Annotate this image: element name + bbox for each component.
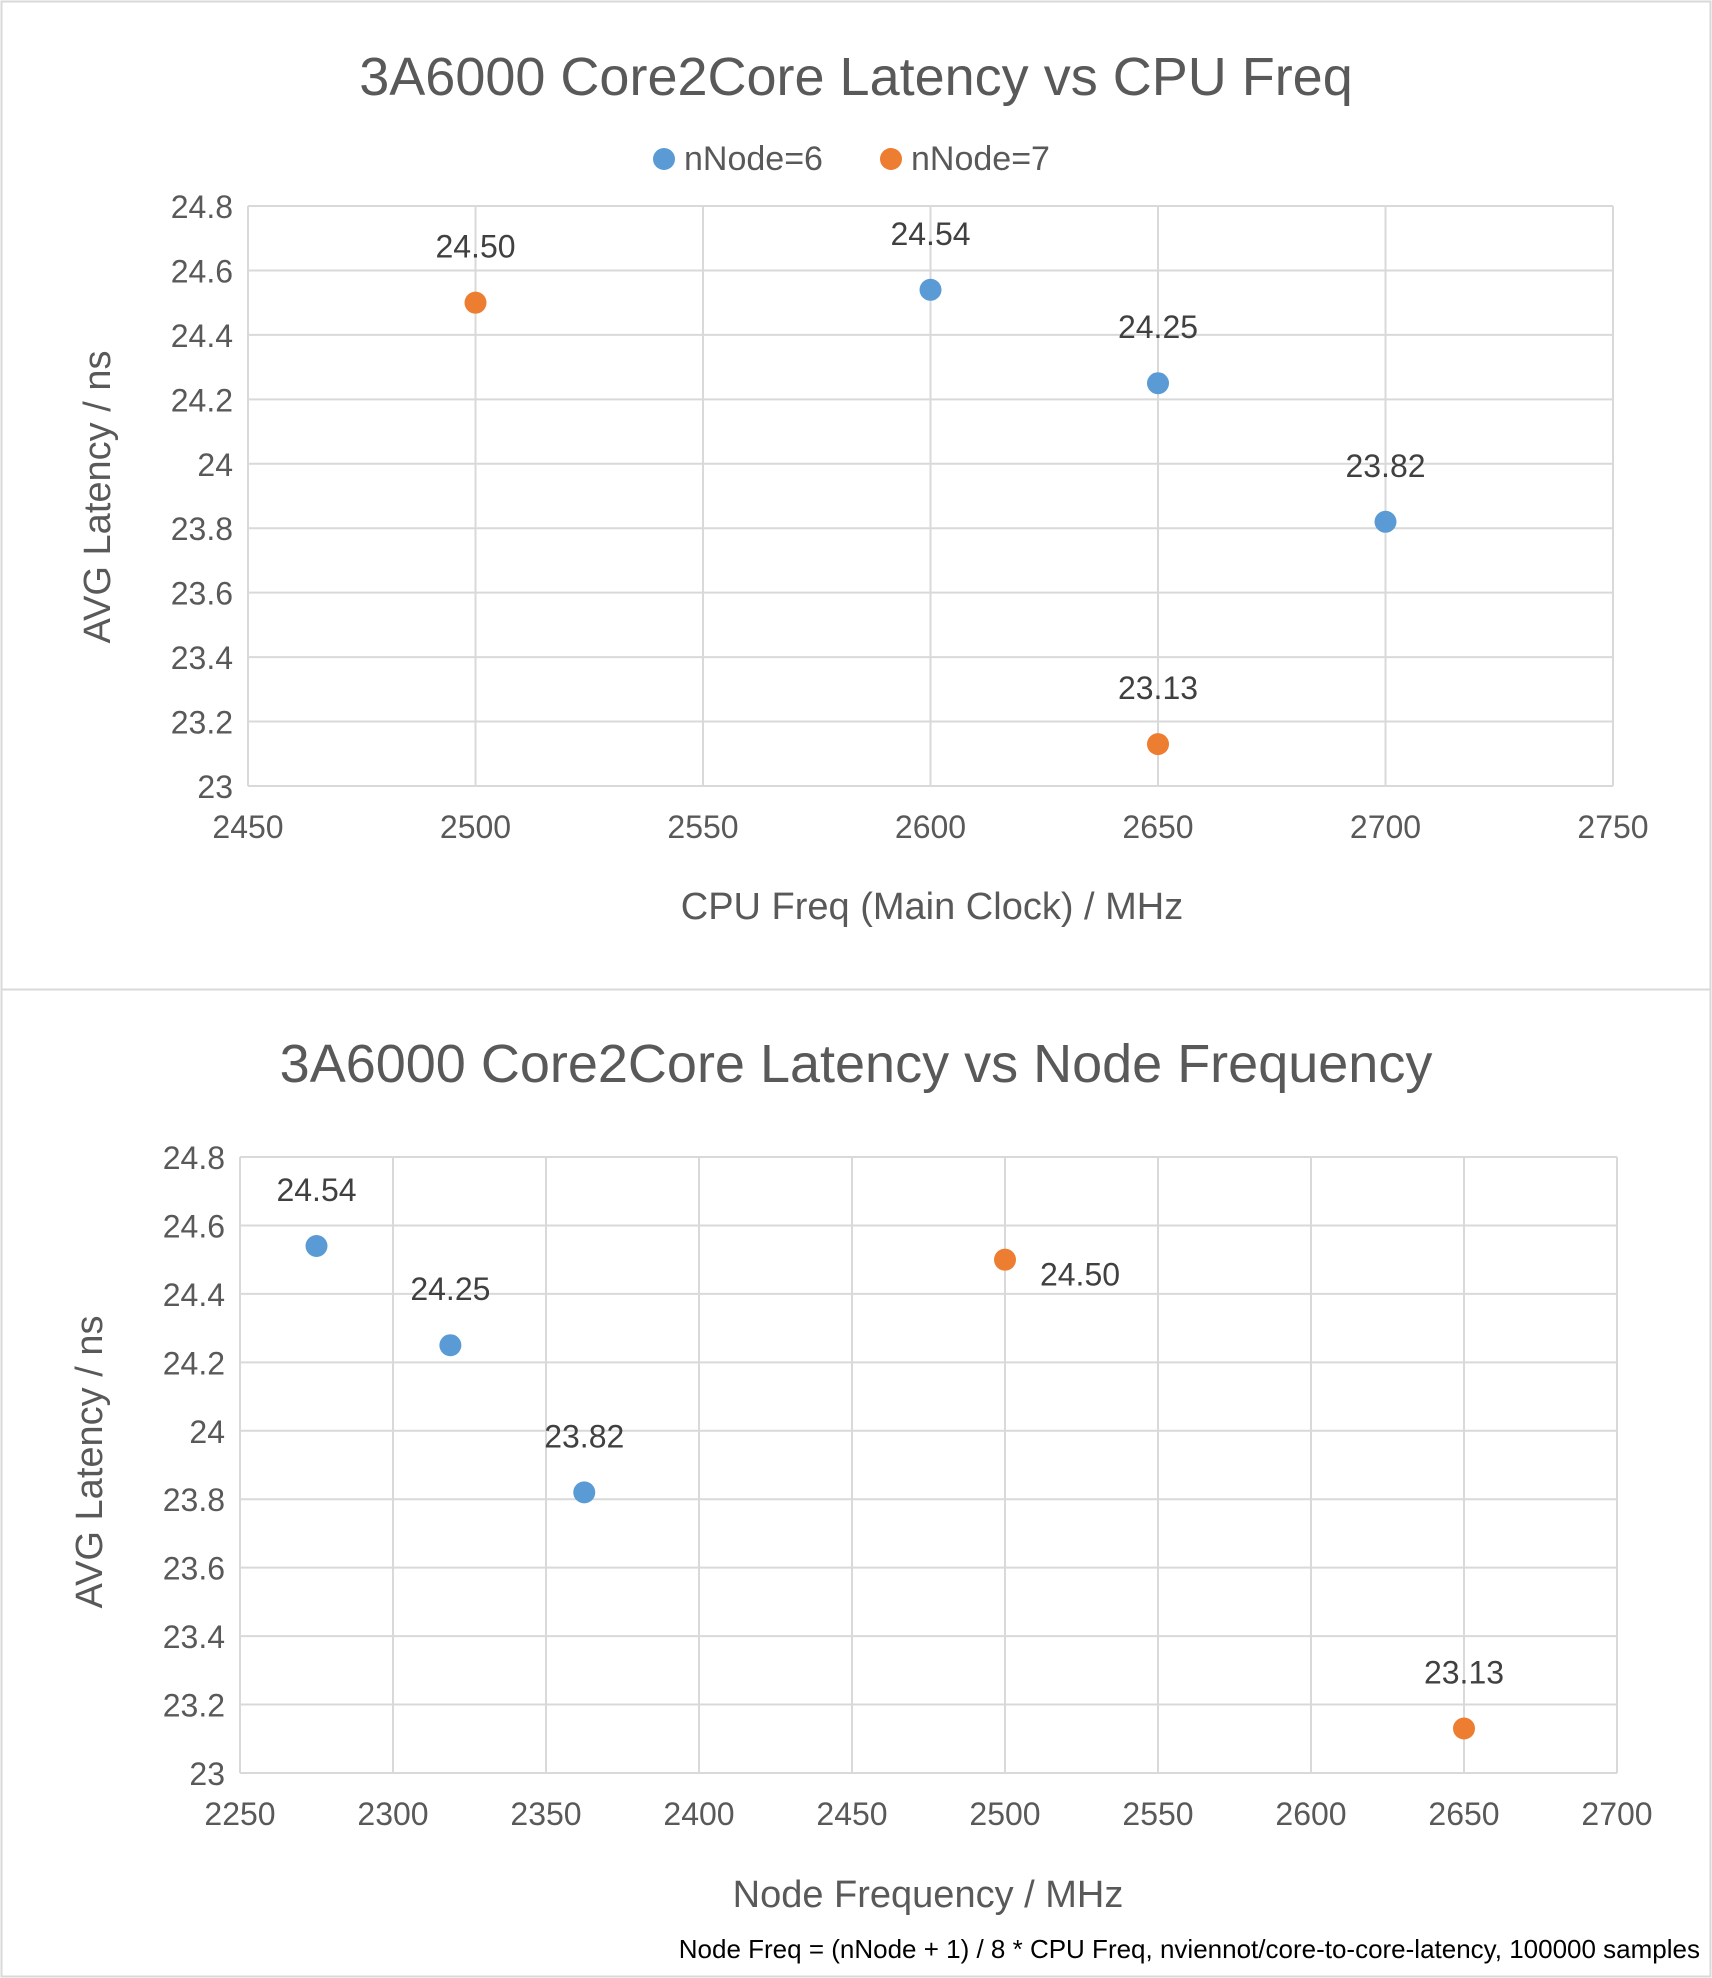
y-axis-title: AVG Latency / ns — [69, 1316, 111, 1609]
x-tick-label: 2550 — [1122, 1796, 1193, 1832]
y-tick-label: 24 — [197, 447, 233, 483]
plot-area: 23 23.2 23.4 23.6 23.8 24 24.2 24.4 24.6 24.8 2250… — [163, 1140, 1653, 1832]
legend-marker-nnode-7 — [880, 148, 902, 170]
x-tick-label: 2300 — [357, 1796, 428, 1832]
y-tick-label: 23.6 — [163, 1551, 225, 1587]
y-tick-label: 23.2 — [163, 1688, 225, 1724]
x-tick-label: 2700 — [1581, 1796, 1652, 1832]
y-tick-label: 24.8 — [163, 1140, 225, 1176]
data-point-series-2 — [994, 1248, 1016, 1271]
x-tick-label: 2600 — [1275, 1796, 1346, 1832]
data-label: 24.50 — [435, 229, 515, 265]
y-tick-label: 24.2 — [163, 1345, 225, 1381]
x-tick-label: 2650 — [1428, 1796, 1499, 1832]
y-axis-title: AVG Latency / ns — [77, 351, 119, 644]
y-tick-label: 23.8 — [163, 1482, 225, 1518]
footnote: Node Freq = (nNode + 1) / 8 * CPU Freq, … — [679, 1934, 1700, 1964]
x-tick-label: 2350 — [510, 1796, 581, 1832]
data-label: 24.25 — [410, 1271, 490, 1307]
data-label: 24.54 — [890, 216, 970, 252]
x-axis-title: CPU Freq (Main Clock) / MHz — [681, 886, 1184, 928]
y-tick-label: 23 — [189, 1756, 225, 1792]
data-point-series-1 — [1374, 510, 1397, 533]
data-point-series-1 — [439, 1334, 462, 1357]
y-tick-label: 24 — [189, 1414, 225, 1450]
chart-title: 3A6000 Core2Core Latency vs Node Frequen… — [280, 1034, 1433, 1094]
y-tick-label: 23.6 — [171, 576, 233, 612]
x-tick-label: 2400 — [663, 1796, 734, 1832]
y-tick-label: 23.4 — [171, 640, 233, 676]
x-tick-label: 2650 — [1122, 809, 1193, 845]
data-label: 24.25 — [1118, 309, 1198, 345]
data-label: 24.54 — [276, 1172, 356, 1208]
chart-1-frame — [0, 0, 1712, 991]
y-tick-label: 23 — [197, 769, 233, 805]
data-point-series-2 — [464, 291, 487, 314]
y-tick-label: 24.6 — [163, 1208, 225, 1244]
x-tick-label: 2750 — [1577, 809, 1648, 845]
data-point-series-1 — [919, 278, 942, 301]
x-tick-label: 2500 — [440, 809, 511, 845]
data-point-series-2 — [1453, 1717, 1475, 1740]
x-tick-label: 2700 — [1350, 809, 1421, 845]
data-label: 24.50 — [1040, 1257, 1120, 1293]
data-point-series-2 — [1147, 733, 1169, 756]
data-point-series-1 — [1147, 372, 1169, 395]
x-tick-label: 2250 — [204, 1796, 275, 1832]
y-tick-label: 23.8 — [171, 511, 233, 547]
chart-legend: nNode=6 nNode=7 — [653, 140, 1050, 178]
data-point-series-1 — [305, 1234, 328, 1257]
data-point-series-1 — [573, 1481, 596, 1504]
y-tick-label: 24.4 — [171, 318, 233, 354]
chart-node-freq: 3A6000 Core2Core Latency vs Node Frequen… — [69, 1034, 1700, 1964]
x-tick-label: 2600 — [895, 809, 966, 845]
y-tick-label: 23.4 — [163, 1619, 225, 1655]
data-label: 23.13 — [1118, 670, 1198, 706]
x-axis-title: Node Frequency / MHz — [733, 1874, 1124, 1916]
chart-cpu-freq: 3A6000 Core2Core Latency vs CPU Freq nNo… — [77, 47, 1649, 928]
y-tick-label: 24.2 — [171, 382, 233, 418]
plot-area: 23 23.2 23.4 23.6 23.8 24 24.2 24.4 24.6 24.8 2450… — [171, 189, 1649, 845]
y-tick-label: 24.8 — [171, 189, 233, 225]
data-label: 23.82 — [1345, 448, 1425, 484]
legend-label-nnode-7: nNode=7 — [911, 140, 1050, 178]
y-tick-label: 23.2 — [171, 705, 233, 741]
x-tick-label: 2550 — [667, 809, 738, 845]
legend-label-nnode-6: nNode=6 — [684, 140, 823, 178]
y-tick-label: 24.6 — [171, 253, 233, 289]
data-label: 23.82 — [544, 1418, 624, 1454]
x-tick-label: 2450 — [212, 809, 283, 845]
x-tick-label: 2450 — [816, 1796, 887, 1832]
y-tick-label: 24.4 — [163, 1277, 225, 1313]
data-label: 23.13 — [1424, 1655, 1504, 1691]
x-tick-label: 2500 — [969, 1796, 1040, 1832]
legend-marker-nnode-6 — [653, 148, 675, 170]
chart-2-frame — [0, 988, 1712, 1978]
chart-title: 3A6000 Core2Core Latency vs CPU Freq — [359, 47, 1353, 107]
